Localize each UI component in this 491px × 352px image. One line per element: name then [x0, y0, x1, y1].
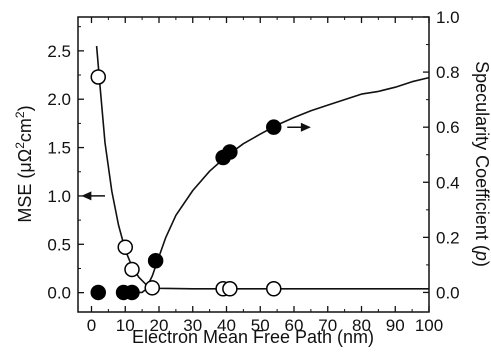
y-left-tick-label: 2.0 — [47, 90, 71, 109]
y-right-tick-label: 0.2 — [436, 228, 460, 247]
mse-fit-curve — [95, 45, 429, 290]
arrow-right-icon — [300, 122, 311, 132]
mse-point — [124, 261, 140, 278]
y-left-axis-ticks: 0.0 0.5 1.0 1.5 2.0 2.5 — [47, 26, 84, 303]
y-right-tick-label: 1.0 — [436, 8, 460, 27]
y-right-tick-label: 0.8 — [436, 63, 460, 82]
arrow-left-icon — [81, 191, 92, 201]
specularity-point — [90, 284, 106, 301]
x-tick-label: 90 — [386, 316, 405, 335]
specularity-point — [222, 144, 238, 160]
y-left-tick-label: 0.5 — [47, 235, 71, 254]
plot-frame — [77, 16, 430, 313]
data-points — [90, 69, 282, 301]
mse-point — [144, 280, 160, 296]
fit-curves — [95, 45, 430, 294]
y-left-tick-label: 2.5 — [47, 42, 71, 61]
mse-point — [117, 239, 133, 255]
mse-point — [90, 69, 106, 85]
x-tick-label: 60 — [285, 316, 304, 335]
x-tick-label: 30 — [183, 316, 202, 335]
x-tick-label: 20 — [150, 316, 169, 335]
specularity-point — [147, 253, 164, 269]
x-axis-title: Electron Mean Free Path (nm) — [132, 327, 374, 347]
y-left-tick-label: 1.0 — [47, 187, 71, 206]
x-tick-label: 100 — [415, 316, 443, 335]
specularity-point — [124, 284, 140, 301]
axis-arrows — [81, 122, 311, 201]
y-right-axis-title: Specularity Coefficient (p) — [472, 61, 491, 267]
x-tick-label: 80 — [352, 316, 371, 335]
y-right-tick-label: 0.0 — [436, 283, 460, 302]
y-right-tick-label: 0.6 — [436, 118, 460, 137]
y-left-tick-label: 0.0 — [47, 284, 71, 303]
mse-point — [222, 281, 238, 297]
y-right-axis-ticks: 0.0 0.2 0.4 0.6 0.8 1.0 — [423, 8, 460, 302]
x-tick-label: 40 — [217, 316, 236, 335]
specularity-point — [266, 119, 282, 135]
y-right-tick-label: 0.4 — [436, 173, 460, 192]
x-tick-label: 10 — [116, 316, 135, 335]
y-left-tick-label: 1.5 — [47, 139, 71, 158]
x-tick-label: 70 — [318, 316, 337, 335]
mse-point — [266, 281, 282, 297]
x-axis-ticks: 0 10 20 30 40 50 60 70 80 90 100 — [87, 17, 443, 335]
specularity-fit-curve — [138, 76, 430, 294]
y-left-axis-title: MSE (μΩ2cm2) — [13, 105, 35, 222]
x-tick-label: 50 — [251, 316, 270, 335]
x-tick-label: 0 — [87, 316, 96, 335]
